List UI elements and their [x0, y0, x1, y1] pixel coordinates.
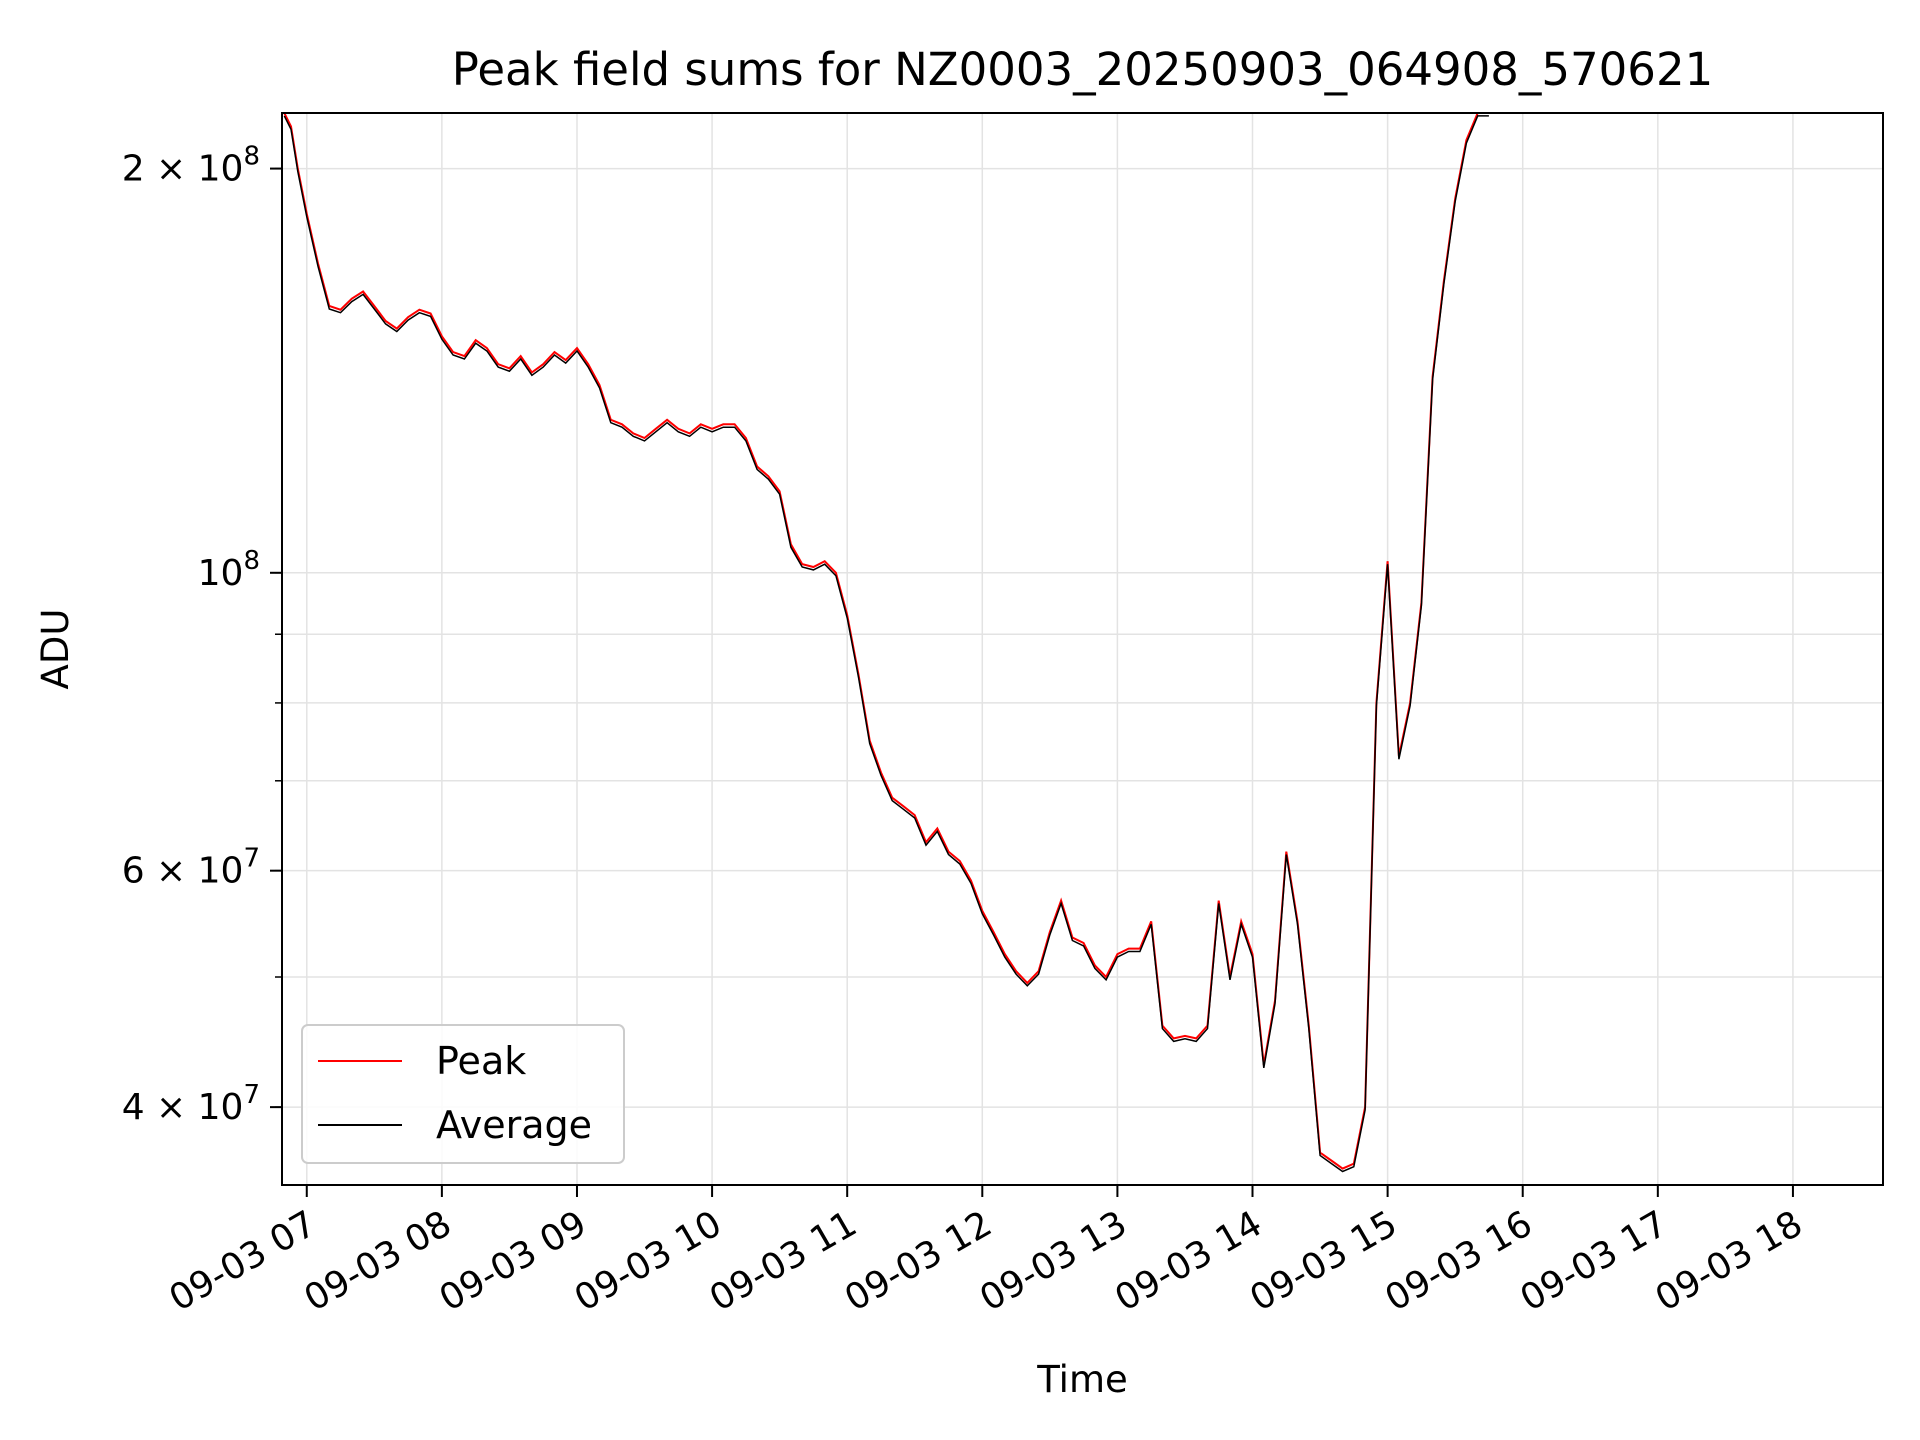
y-tick-base: 2 × 10: [122, 149, 244, 190]
x-tick-label: 09-03 08: [298, 1203, 459, 1319]
y-tick-label: 2 × 108: [122, 142, 260, 190]
y-tick-exponent: 8: [243, 546, 260, 576]
y-tick-exponent: 7: [243, 844, 260, 874]
x-tick-label: 09-03 17: [1514, 1203, 1675, 1319]
series-line-average: [283, 115, 1489, 1173]
plot-frame: [281, 112, 1884, 1186]
x-tick-label: 09-03 12: [838, 1203, 999, 1319]
x-tick-label: 09-03 18: [1649, 1203, 1810, 1319]
y-tick-label: 6 × 107: [122, 844, 260, 892]
x-tick-label: 09-03 14: [1108, 1203, 1269, 1319]
legend-box: [301, 1024, 625, 1164]
x-tick-label: 09-03 16: [1379, 1203, 1540, 1319]
x-tick-label: 09-03 10: [568, 1203, 729, 1319]
y-tick-exponent: 8: [243, 142, 260, 172]
legend-label: Average: [436, 1103, 592, 1147]
y-tick-label: 108: [198, 546, 260, 594]
x-tick-label: 09-03 13: [973, 1203, 1134, 1319]
series-layer: [283, 113, 1489, 1173]
y-tick-base: 4 × 10: [122, 1087, 244, 1128]
x-tick-label: 09-03 07: [163, 1203, 324, 1319]
grid: [282, 113, 1883, 1185]
y-tick-exponent: 7: [243, 1080, 260, 1110]
legend-label: Peak: [436, 1039, 526, 1083]
y-tick-base: 10: [198, 553, 244, 594]
chart-title: Peak field sums for NZ0003_20250903_0649…: [452, 43, 1713, 96]
y-tick-label: 4 × 107: [122, 1080, 260, 1128]
x-tick-label: 09-03 15: [1243, 1203, 1404, 1319]
x-axis-label: Time: [1036, 1358, 1128, 1401]
x-tick-label: 09-03 11: [703, 1203, 864, 1319]
legend: Peak Average: [301, 1024, 625, 1164]
x-tick-label: 09-03 09: [433, 1203, 594, 1319]
y-tick-base: 6 × 10: [122, 851, 244, 892]
series-line-peak: [283, 113, 1489, 1170]
y-axis-label: ADU: [34, 609, 77, 690]
